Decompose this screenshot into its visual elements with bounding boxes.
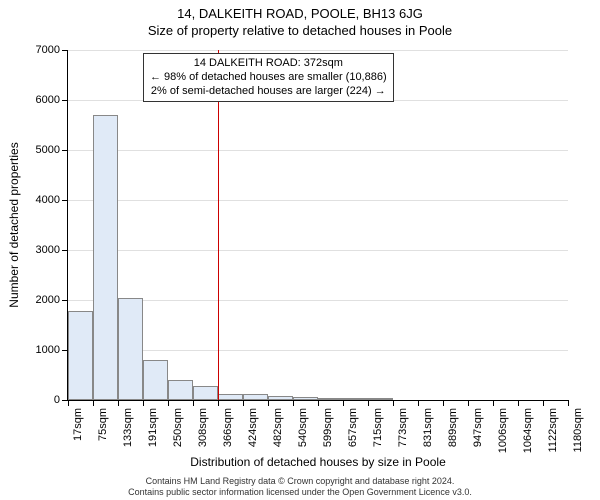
x-tick xyxy=(568,400,569,406)
y-tick-label: 5000 xyxy=(36,144,60,156)
y-tick-label: 2000 xyxy=(36,294,60,306)
y-tick-label: 7000 xyxy=(36,44,60,56)
histogram-bar xyxy=(193,386,218,400)
histogram-bar xyxy=(68,311,93,400)
bars-group xyxy=(68,50,568,400)
x-tick-label: 889sqm xyxy=(447,408,459,447)
x-tick-label: 1006sqm xyxy=(497,408,509,453)
y-tick-label: 4000 xyxy=(36,194,60,206)
histogram-bar xyxy=(168,380,193,400)
title-main: 14, DALKEITH ROAD, POOLE, BH13 6JG xyxy=(0,0,600,21)
x-tick-label: 366sqm xyxy=(222,408,234,447)
x-tick-label: 715sqm xyxy=(372,408,384,447)
x-tick-label: 75sqm xyxy=(97,408,109,441)
y-axis-line xyxy=(67,50,68,400)
x-tick-label: 831sqm xyxy=(422,408,434,447)
histogram-bar xyxy=(143,360,168,400)
x-tick-label: 1064sqm xyxy=(522,408,534,453)
annotation-line3: 2% of semi-detached houses are larger (2… xyxy=(150,85,387,99)
x-tick-label: 250sqm xyxy=(172,408,184,447)
y-tick-label: 6000 xyxy=(36,94,60,106)
annotation-box: 14 DALKEITH ROAD: 372sqm ← 98% of detach… xyxy=(143,53,394,102)
y-axis-label: Number of detached properties xyxy=(7,142,21,307)
x-tick-label: 947sqm xyxy=(472,408,484,447)
x-tick-label: 424sqm xyxy=(247,408,259,447)
x-tick-label: 191sqm xyxy=(147,408,159,447)
y-tick-label: 1000 xyxy=(36,344,60,356)
title-sub: Size of property relative to detached ho… xyxy=(0,21,600,38)
footnote-line1: Contains HM Land Registry data © Crown c… xyxy=(0,476,600,486)
x-tick-label: 17sqm xyxy=(72,408,84,441)
footnote-line2: Contains public sector information licen… xyxy=(0,487,600,497)
y-tick-label: 3000 xyxy=(36,244,60,256)
plot-area: 14 DALKEITH ROAD: 372sqm ← 98% of detach… xyxy=(68,50,568,400)
x-tick-label: 599sqm xyxy=(322,408,334,447)
x-tick-label: 133sqm xyxy=(122,408,134,447)
x-axis-line xyxy=(68,400,568,401)
x-axis-label: Distribution of detached houses by size … xyxy=(68,455,568,469)
property-marker-line xyxy=(218,50,219,400)
x-tick-label: 540sqm xyxy=(297,408,309,447)
chart-container: 14, DALKEITH ROAD, POOLE, BH13 6JG Size … xyxy=(0,0,600,500)
x-tick-label: 1180sqm xyxy=(572,408,584,452)
y-tick-label: 0 xyxy=(54,394,60,406)
histogram-bar xyxy=(93,115,118,400)
x-tick-label: 1122sqm xyxy=(547,408,559,452)
x-tick-label: 657sqm xyxy=(347,408,359,447)
histogram-bar xyxy=(118,298,143,401)
annotation-line1: 14 DALKEITH ROAD: 372sqm xyxy=(150,57,387,71)
annotation-line2: ← 98% of detached houses are smaller (10… xyxy=(150,71,387,85)
x-tick-label: 773sqm xyxy=(397,408,409,447)
x-tick-label: 308sqm xyxy=(197,408,209,447)
footnote: Contains HM Land Registry data © Crown c… xyxy=(0,476,600,497)
x-tick-label: 482sqm xyxy=(272,408,284,447)
